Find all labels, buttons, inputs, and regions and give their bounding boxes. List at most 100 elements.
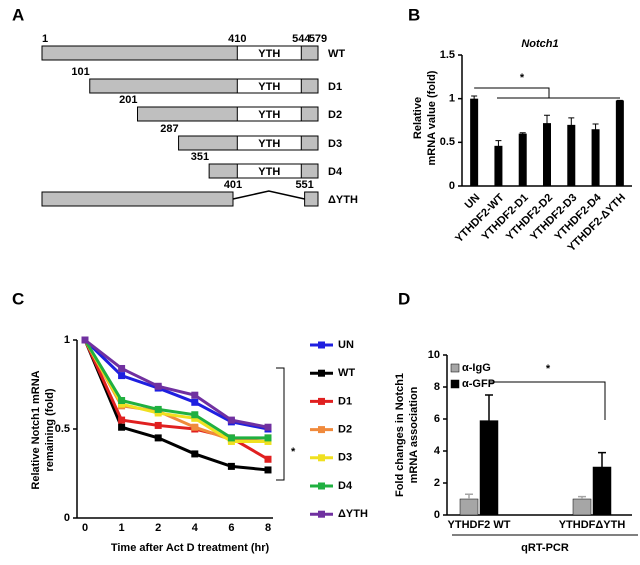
construct-bar xyxy=(304,191,319,207)
marker xyxy=(227,462,235,470)
marker xyxy=(227,434,235,442)
legend-label: α-GFP xyxy=(462,378,495,390)
legend-label: UN xyxy=(338,339,354,351)
marker xyxy=(118,364,126,372)
legend-marker xyxy=(318,426,325,434)
y-tick-label: 0 xyxy=(449,180,455,192)
legend-marker xyxy=(318,341,325,349)
marker xyxy=(118,423,126,431)
position-label: 410 xyxy=(228,33,246,45)
marker xyxy=(191,414,199,422)
legend-marker xyxy=(318,397,325,405)
legend-marker xyxy=(318,510,325,518)
yth-domain xyxy=(236,163,302,179)
significance-bracket xyxy=(474,87,620,99)
x-tick-label: UN xyxy=(463,192,483,212)
panel-label: A xyxy=(12,5,24,24)
yth-domain xyxy=(236,135,302,151)
error-bar xyxy=(578,495,586,499)
error-bar xyxy=(592,123,599,135)
marker xyxy=(191,398,199,406)
position-label: 579 xyxy=(309,33,327,45)
legend-swatch xyxy=(450,363,460,373)
y-axis-label: mRNA association xyxy=(408,386,420,483)
marker xyxy=(118,416,126,424)
annotation: * xyxy=(520,72,525,84)
marker xyxy=(81,336,89,344)
yth-domain xyxy=(236,106,302,122)
y-axis-label: Relative Notch1 mRNA xyxy=(30,370,42,489)
yth-domain xyxy=(236,45,302,61)
y-tick-label: 0 xyxy=(64,512,70,524)
panel-label: C xyxy=(12,289,24,308)
x-tick-label: YTHDFΔYTH xyxy=(559,519,626,531)
position-label: 1 xyxy=(42,33,48,45)
deletion-line xyxy=(232,190,305,200)
significance-bracket xyxy=(276,367,285,481)
marker xyxy=(118,372,126,380)
significance-bracket xyxy=(490,381,606,420)
bar xyxy=(479,420,499,516)
marker xyxy=(191,423,199,431)
legend-label: α-IgG xyxy=(462,362,491,374)
legend-marker xyxy=(318,482,325,490)
position-label: 351 xyxy=(191,151,209,163)
marker xyxy=(264,423,272,431)
bar xyxy=(494,145,503,186)
marker xyxy=(264,466,272,474)
bar xyxy=(591,129,600,186)
bar xyxy=(518,133,527,186)
error-bar xyxy=(519,132,526,135)
marker xyxy=(264,437,272,445)
marker xyxy=(154,409,162,417)
y-tick-label: 1.5 xyxy=(440,49,455,61)
legend-marker xyxy=(318,369,325,377)
y-tick-label: 6 xyxy=(434,413,440,425)
position-label: 544 xyxy=(292,33,311,45)
y-tick-label: 4 xyxy=(434,445,441,457)
annotation: * xyxy=(291,446,296,458)
bar xyxy=(615,100,624,186)
bar xyxy=(543,123,551,186)
construct-name: ΔYTH xyxy=(328,194,358,206)
y-axis-label: mRNA value (fold) xyxy=(426,70,438,165)
domain-label: YTH xyxy=(258,81,280,93)
legend-label: D4 xyxy=(338,480,353,492)
error-bar xyxy=(471,95,478,102)
bar xyxy=(459,498,479,516)
y-axis-label: Fold changes in Notch1 xyxy=(394,373,406,497)
series-line xyxy=(84,338,269,429)
marker xyxy=(154,382,162,390)
x-axis-label: Time after Act D treatment (hr) xyxy=(111,542,270,554)
group-label: qRT-PCR xyxy=(521,542,569,554)
position-label: 201 xyxy=(119,94,137,106)
error-bar xyxy=(598,451,606,467)
legend-swatch xyxy=(450,379,460,389)
y-axis-label: Relative xyxy=(412,97,424,139)
marker xyxy=(264,434,272,442)
marker xyxy=(118,397,126,405)
yth-domain xyxy=(236,78,302,94)
error-bar xyxy=(495,140,502,152)
x-tick-label: 2 xyxy=(155,522,161,534)
y-tick-label: 0.5 xyxy=(440,136,455,148)
marker xyxy=(191,391,199,399)
bar xyxy=(572,498,592,516)
construct-name: D1 xyxy=(328,81,342,93)
marker xyxy=(227,437,235,445)
bar xyxy=(470,98,479,186)
error-bar xyxy=(485,394,493,421)
legend-label: D2 xyxy=(338,424,352,436)
panel-label: B xyxy=(408,5,420,24)
legend-label: ΔYTH xyxy=(338,508,368,520)
x-tick-label: YTHDF2 WT xyxy=(448,519,511,531)
panel-label: D xyxy=(398,289,410,308)
x-tick-label: 1 xyxy=(119,522,125,534)
y-axis-label: remaining (fold) xyxy=(44,388,56,471)
x-tick-label: 0 xyxy=(82,522,88,534)
marker xyxy=(154,421,162,429)
y-tick-label: 0.5 xyxy=(55,423,70,435)
construct-name: WT xyxy=(328,48,345,60)
legend-label: D3 xyxy=(338,452,352,464)
